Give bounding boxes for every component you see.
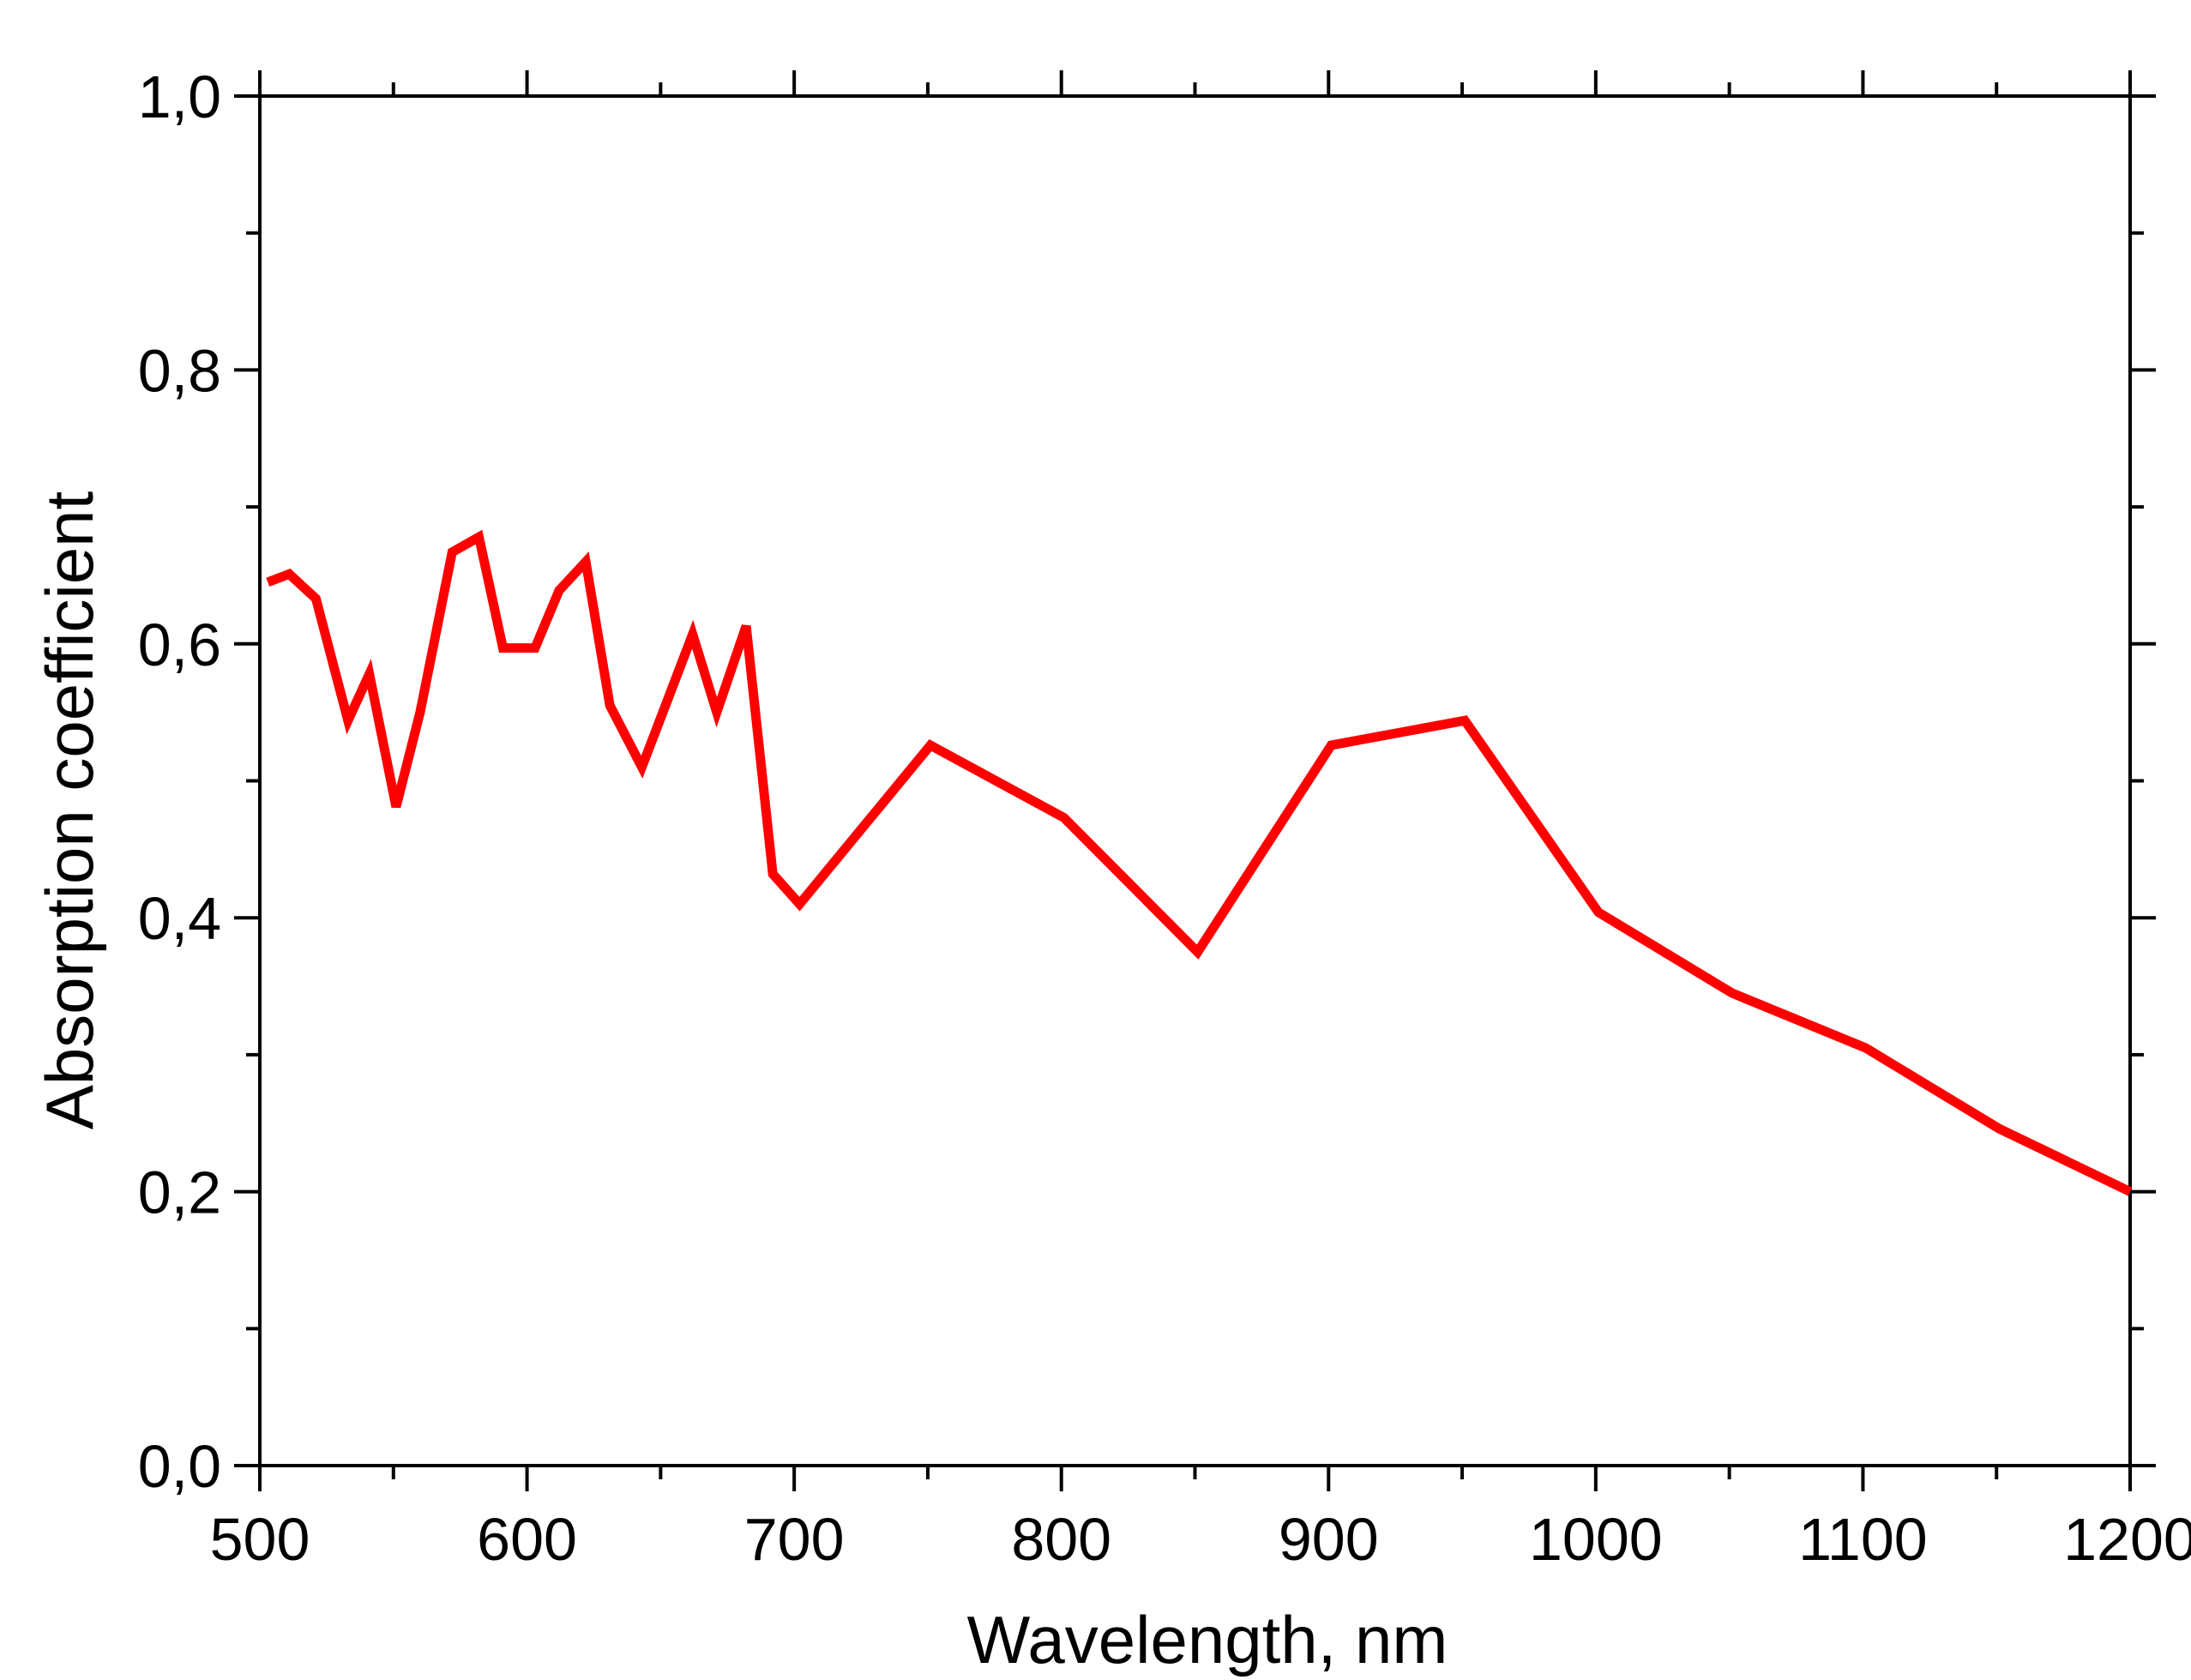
y-tick-label: 0,0 — [138, 1433, 221, 1500]
y-tick-label: 1,0 — [138, 63, 221, 130]
x-tick-label: 700 — [744, 1506, 845, 1573]
x-tick-label: 1200 — [2063, 1506, 2191, 1573]
x-tick-label: 800 — [1011, 1506, 1111, 1573]
y-axis-title: Absorption coefficient — [32, 491, 107, 1129]
y-tick-label: 0,2 — [138, 1159, 221, 1226]
series-line — [266, 529, 2133, 1196]
y-tick-label: 0,6 — [138, 611, 221, 678]
x-tick-label: 500 — [210, 1506, 310, 1573]
tick-labels: 500 600 700 800 900 1000 1100 1200 0,0 0,2 0,4 0,6 0… — [138, 63, 2191, 1573]
y-tick-label: 0,4 — [138, 885, 221, 952]
y-tick-label: 0,8 — [138, 337, 221, 404]
x-axis-title: Wavelength, nm — [967, 1602, 1448, 1677]
x-tick-label: 900 — [1279, 1506, 1379, 1573]
axis-ticks — [234, 70, 2156, 1491]
plot-frame — [258, 94, 2132, 1467]
x-tick-label: 1000 — [1529, 1506, 1663, 1573]
x-tick-label: 1100 — [1798, 1506, 1928, 1573]
x-tick-label: 600 — [477, 1506, 577, 1573]
